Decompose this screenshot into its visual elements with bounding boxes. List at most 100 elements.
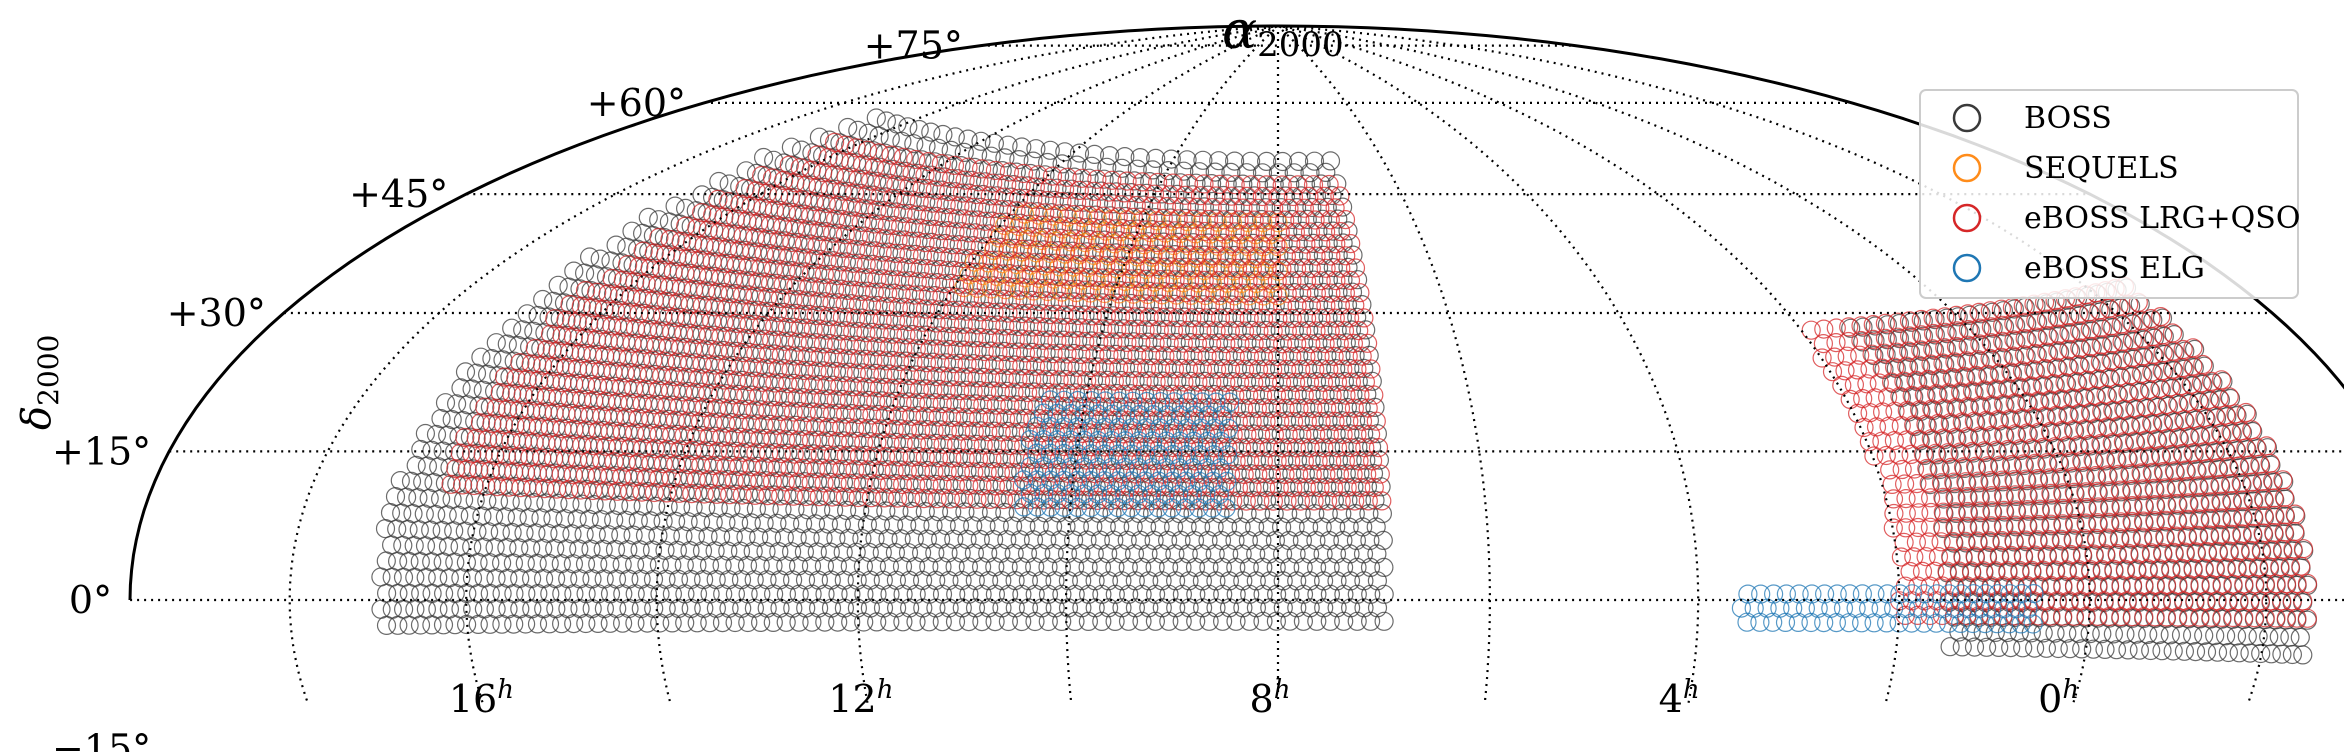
- plate-marker: [1253, 584, 1273, 604]
- plate-marker: [675, 263, 695, 283]
- plate-marker: [1877, 315, 1898, 335]
- plate-marker: [632, 482, 652, 502]
- plate-marker: [2099, 512, 2119, 532]
- plate-marker: [953, 434, 973, 454]
- plate-marker: [489, 430, 509, 450]
- plate-marker: [749, 329, 769, 350]
- plate-marker: [1269, 359, 1290, 379]
- plate-marker: [1109, 231, 1130, 251]
- plate-marker: [1036, 227, 1057, 247]
- plate-marker: [899, 598, 920, 618]
- survey-plates: [371, 108, 2318, 665]
- plate-marker: [968, 449, 989, 469]
- plate-marker: [671, 231, 691, 251]
- plate-marker: [840, 473, 860, 493]
- plate-marker: [1079, 168, 1099, 188]
- plate-marker: [1312, 209, 1333, 229]
- plate-marker: [1322, 185, 1342, 206]
- plate-marker: [838, 417, 858, 437]
- plate-marker: [1096, 256, 1116, 276]
- plate-marker: [897, 217, 917, 237]
- plate-marker: [682, 397, 702, 417]
- plate-marker: [693, 426, 713, 446]
- plate-marker: [1002, 448, 1022, 468]
- plate-marker: [788, 204, 809, 224]
- plate-marker: [2248, 626, 2268, 647]
- plate-marker: [776, 202, 796, 222]
- plate-marker: [945, 612, 966, 632]
- plate-marker: [985, 160, 1006, 181]
- plate-marker: [1152, 571, 1172, 591]
- plate-marker: [1252, 385, 1273, 405]
- plate-marker: [845, 308, 866, 328]
- plate-marker: [789, 584, 809, 604]
- plate-marker: [1012, 137, 1032, 157]
- plate-marker: [1296, 271, 1317, 291]
- plate-marker: [2122, 575, 2143, 595]
- plate-marker: [965, 475, 986, 495]
- plate-marker: [725, 398, 746, 419]
- plate-marker: [826, 361, 847, 382]
- plate-marker: [963, 236, 983, 256]
- plate-marker: [1052, 254, 1073, 274]
- plate-marker: [1025, 584, 1045, 604]
- plate-marker: [571, 343, 591, 364]
- plate-marker: [815, 584, 835, 604]
- plate-marker: [1074, 436, 1095, 456]
- plate-marker: [929, 300, 949, 320]
- plate-marker: [996, 212, 1016, 232]
- plate-marker: [990, 462, 1011, 482]
- plate-marker: [1853, 332, 1873, 352]
- plate-marker: [927, 273, 948, 293]
- plate-marker: [708, 498, 728, 518]
- plate-marker: [633, 241, 653, 261]
- plate-marker: [804, 249, 824, 269]
- plate-marker: [708, 282, 728, 302]
- plate-marker: [796, 175, 817, 195]
- plate-marker: [830, 376, 850, 396]
- plate-marker: [813, 334, 834, 354]
- plate-marker: [1305, 210, 1325, 230]
- plate-marker: [2218, 642, 2238, 663]
- plate-marker: [686, 469, 706, 489]
- plate-marker: [1029, 291, 1049, 311]
- plate-marker: [1374, 584, 1394, 604]
- plate-marker: [2273, 470, 2293, 490]
- plate-marker: [697, 455, 717, 475]
- plate-marker: [841, 152, 861, 173]
- plate-marker: [1273, 598, 1293, 618]
- plate-marker: [1272, 175, 1292, 195]
- plate-marker: [908, 163, 928, 183]
- plate-marker: [1101, 357, 1122, 377]
- plate-marker: [863, 254, 883, 274]
- plate-marker: [1086, 205, 1106, 225]
- plate-marker: [1343, 333, 1364, 353]
- plate-marker: [625, 272, 645, 292]
- plate-marker: [501, 431, 521, 451]
- plate-marker: [1356, 320, 1376, 340]
- plate-marker: [523, 478, 543, 498]
- plate-marker: [1076, 218, 1096, 238]
- plate-marker: [1174, 307, 1195, 327]
- plate-marker: [810, 347, 830, 368]
- plate-marker: [830, 252, 850, 272]
- plate-marker: [2064, 575, 2085, 596]
- plate-marker: [1170, 437, 1190, 457]
- plate-marker: [1933, 517, 1953, 537]
- plate-marker: [1071, 344, 1091, 364]
- plate-marker: [910, 259, 930, 279]
- plate-marker: [1166, 598, 1186, 618]
- plate-marker: [2071, 322, 2092, 343]
- plate-marker: [919, 245, 939, 266]
- plate-marker: [742, 328, 762, 348]
- plate-marker: [1333, 270, 1353, 290]
- plate-marker: [1253, 611, 1273, 631]
- plate-marker: [1253, 347, 1274, 367]
- plate-marker: [799, 304, 820, 324]
- plate-marker: [940, 434, 960, 454]
- plate-marker: [2006, 500, 2026, 520]
- plate-marker: [839, 307, 859, 327]
- plate-marker: [602, 268, 622, 289]
- plate-marker: [809, 292, 829, 312]
- plate-marker: [942, 235, 963, 255]
